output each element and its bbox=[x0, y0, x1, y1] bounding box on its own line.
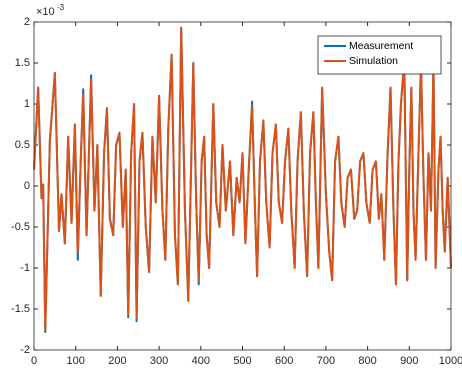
y-tick-label: -1.5 bbox=[11, 303, 30, 315]
x-tick-label: 600 bbox=[275, 355, 293, 367]
x-tick-label: 500 bbox=[233, 355, 251, 367]
x-tick-label: 400 bbox=[192, 355, 210, 367]
legend-label: Measurement bbox=[349, 40, 413, 52]
y-tick-label: 0.5 bbox=[15, 139, 30, 151]
series-line bbox=[33, 26, 452, 332]
legend-label: Simulation bbox=[349, 55, 398, 67]
axes-box bbox=[33, 21, 452, 351]
x-tick-label: 200 bbox=[108, 355, 126, 367]
x-tick-label: 300 bbox=[150, 355, 168, 367]
x-tick-label: 700 bbox=[317, 355, 335, 367]
x-tick-label: 0 bbox=[31, 355, 37, 367]
x-tick-label: 900 bbox=[400, 355, 418, 367]
legend: Measurement Simulation bbox=[317, 35, 442, 75]
y-tick-label: 1 bbox=[24, 98, 30, 110]
x-tick-label: 100 bbox=[67, 355, 85, 367]
x-tick-label: 800 bbox=[358, 355, 376, 367]
legend-box bbox=[317, 35, 442, 75]
y-multiplier: ×10 bbox=[36, 6, 55, 18]
x-tick-label: 1000 bbox=[439, 355, 462, 367]
y-exponent: -3 bbox=[57, 3, 65, 12]
y-tick-label: 2 bbox=[24, 16, 30, 28]
y-tick-label: -2 bbox=[20, 344, 30, 356]
y-tick-label: -1 bbox=[20, 262, 30, 274]
y-tick-label: 0 bbox=[24, 180, 30, 192]
y-tick-label: -0.5 bbox=[11, 221, 30, 233]
y-tick-label: 1.5 bbox=[15, 57, 30, 69]
